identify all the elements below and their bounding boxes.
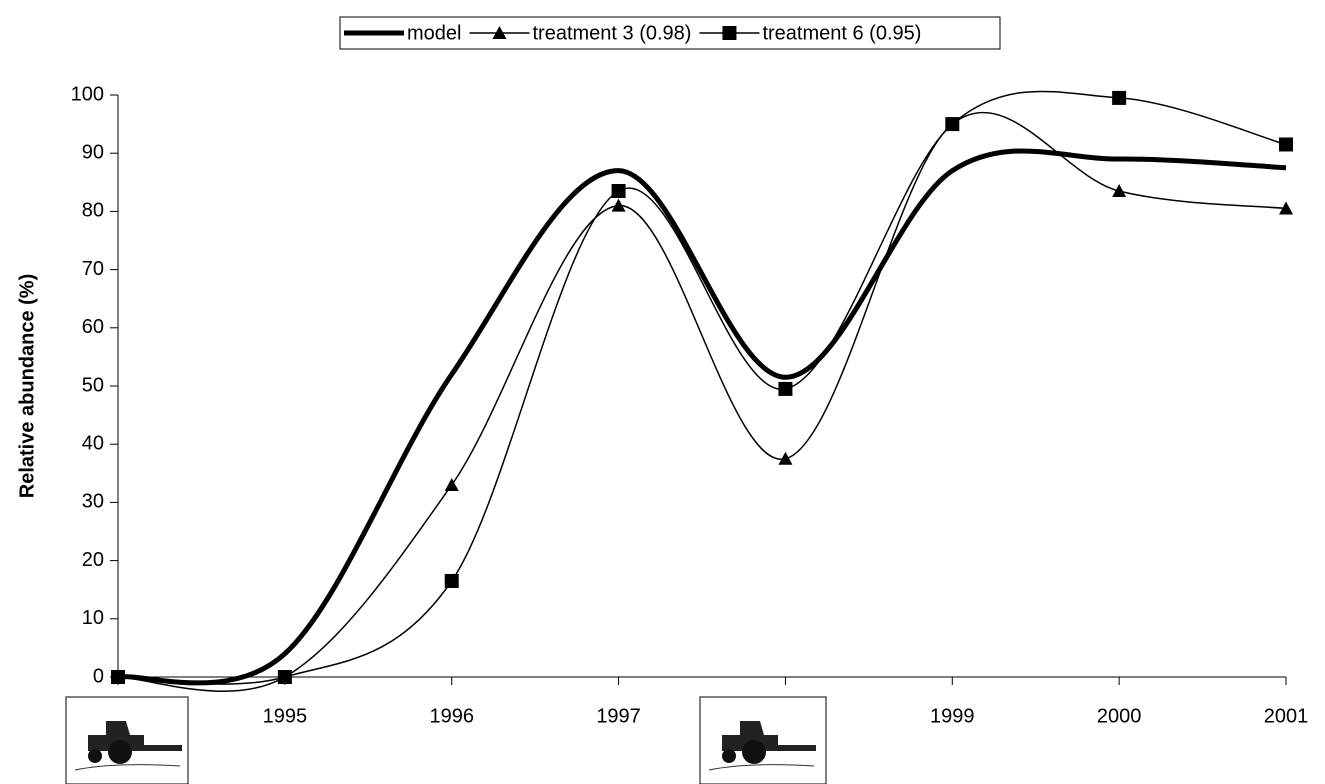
- series-line: [117, 148, 1287, 686]
- marker: [492, 26, 507, 39]
- x-tick-label: 2001: [1264, 705, 1309, 727]
- x-tick-label: 1997: [596, 705, 641, 727]
- y-tick-label: 40: [82, 432, 104, 454]
- x-tick-label: 1999: [930, 705, 975, 727]
- marker: [722, 26, 737, 40]
- y-tick-label: 20: [82, 549, 104, 571]
- y-tick-label: 60: [82, 316, 104, 338]
- x-tick-label: 1995: [263, 705, 308, 727]
- legend-label: model: [407, 22, 461, 44]
- tractor-icon: [65, 696, 189, 784]
- marker: [277, 670, 292, 683]
- marker: [778, 381, 793, 396]
- marker: [1279, 137, 1293, 152]
- legend-label: treatment 6 (0.95): [762, 22, 921, 44]
- y-axis-label: Relative abundance (%): [16, 274, 38, 499]
- x-tick-label: 2000: [1097, 705, 1142, 727]
- marker: [945, 117, 960, 131]
- marker: [611, 198, 626, 212]
- marker: [444, 477, 459, 491]
- x-tick-label: 1996: [429, 705, 474, 727]
- y-tick-label: 100: [71, 83, 104, 105]
- y-tick-label: 10: [82, 607, 104, 629]
- series-line: [117, 111, 1287, 692]
- tractor-icon: [699, 696, 827, 784]
- marker: [778, 451, 793, 465]
- series-line: [117, 90, 1287, 685]
- legend-label: treatment 3 (0.98): [532, 22, 691, 44]
- y-tick-label: 80: [82, 200, 104, 222]
- marker: [1112, 184, 1127, 198]
- marker: [1279, 201, 1293, 215]
- y-tick-label: 90: [82, 141, 104, 163]
- marker: [1112, 90, 1127, 105]
- y-tick-label: 70: [82, 258, 104, 280]
- y-tick-label: 50: [82, 374, 104, 396]
- y-tick-label: 0: [93, 665, 104, 687]
- legend-box: [339, 16, 1001, 50]
- marker: [611, 184, 626, 199]
- y-tick-label: 30: [82, 491, 104, 513]
- marker: [444, 573, 459, 588]
